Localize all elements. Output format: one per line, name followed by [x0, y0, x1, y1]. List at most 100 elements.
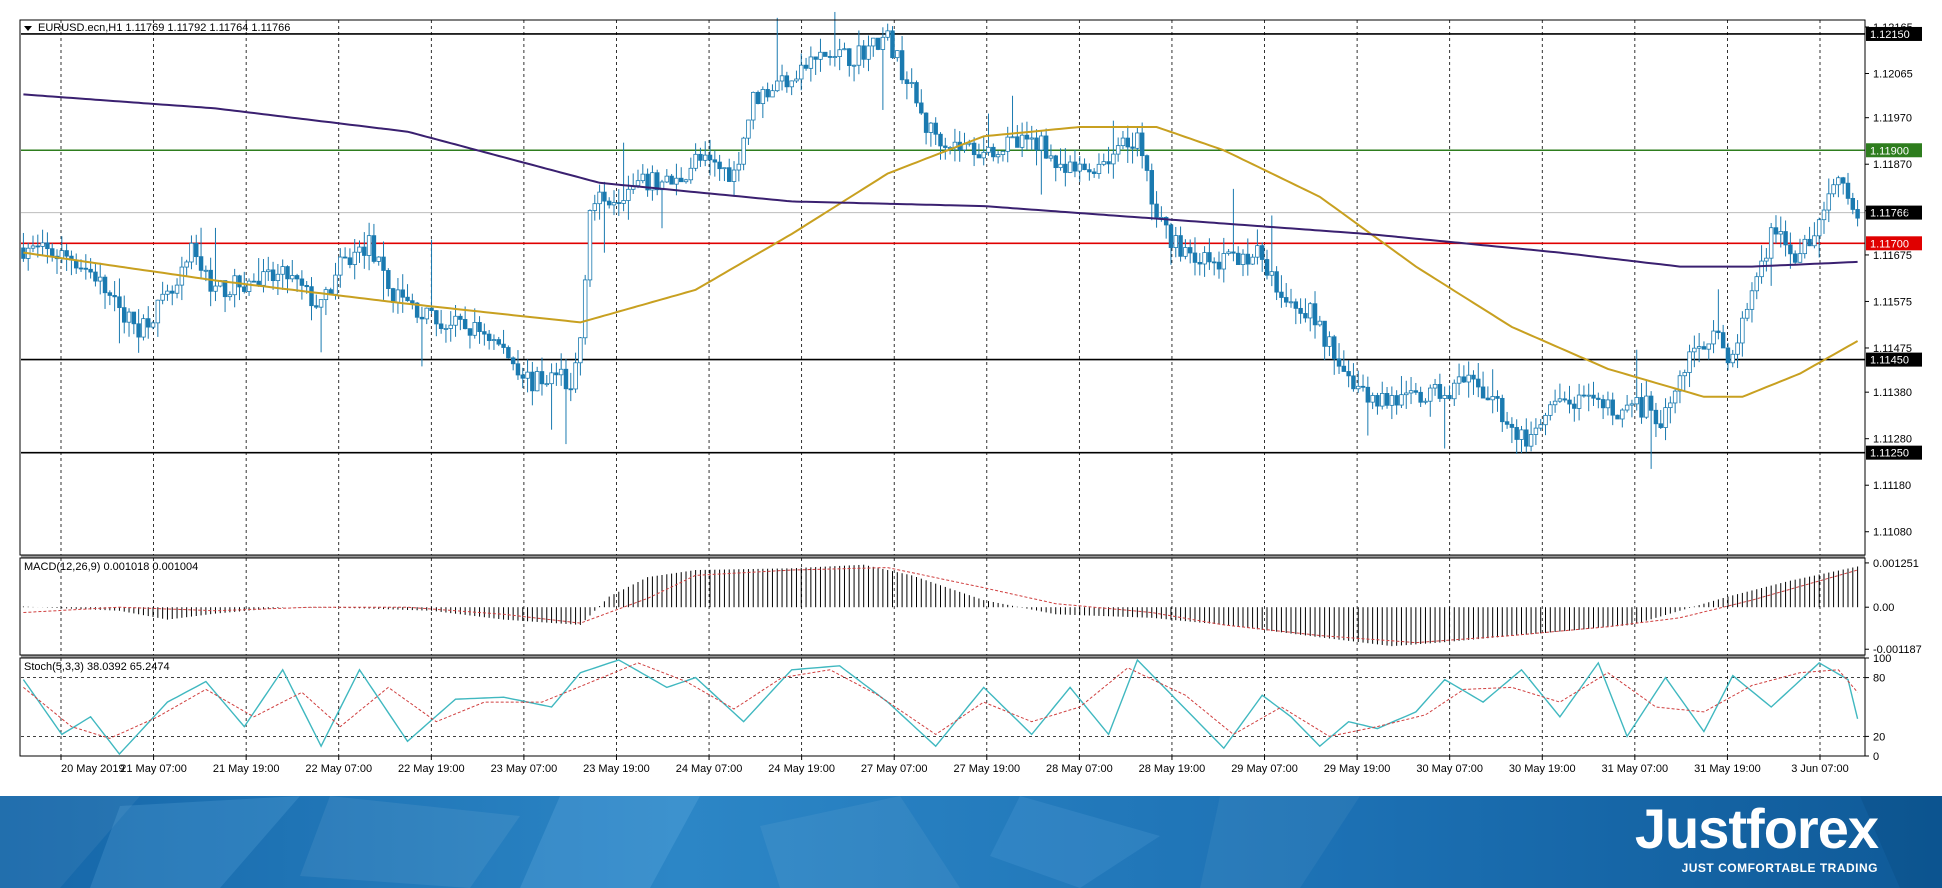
x-tick-label: 29 May 19:00	[1324, 763, 1391, 775]
candle-body	[727, 167, 732, 182]
candle-body	[141, 318, 146, 338]
x-tick-label: 28 May 07:00	[1046, 763, 1113, 775]
chart-canvas: 1.12150 1.11900 1.11700 1.11450 1.11250 1.117…	[19, 11, 1922, 775]
y-tick-label: 1.11870	[1873, 159, 1912, 171]
candle-body	[203, 269, 209, 272]
candle-body	[789, 80, 794, 88]
candle-body	[558, 368, 564, 376]
collapse-triangle-icon[interactable]	[24, 26, 32, 31]
y-tick-label: 0.001251	[1873, 558, 1919, 570]
candle-body	[78, 267, 84, 270]
candle-body	[1519, 429, 1524, 440]
candle-body	[1821, 209, 1827, 221]
candle-body	[1029, 137, 1034, 140]
candle-body	[1183, 247, 1188, 257]
macd-title: MACD(12,26,9) 0.001018 0.001004	[24, 561, 198, 573]
candle-body	[1639, 397, 1644, 418]
candle-body	[338, 256, 343, 276]
candle-body	[424, 307, 429, 320]
candle-body	[904, 79, 910, 85]
candle-body	[117, 296, 122, 309]
candle-body	[1442, 395, 1447, 399]
candle-body	[150, 322, 156, 328]
candle-body	[381, 256, 386, 271]
candle-body	[1706, 343, 1711, 350]
candle-body	[1634, 397, 1639, 405]
candle-body	[1437, 384, 1443, 399]
candle-body	[362, 246, 367, 256]
candle-body	[1480, 386, 1486, 399]
candle-body	[1528, 434, 1534, 447]
candle-body	[251, 280, 257, 283]
logo-tagline: JUST COMFORTABLE TRADING	[1681, 861, 1878, 875]
candle-body	[45, 242, 50, 250]
candle-body	[98, 276, 103, 282]
x-tick-label: 23 May 19:00	[583, 763, 650, 775]
candle-body	[1490, 396, 1495, 401]
candle-body	[30, 245, 36, 249]
candle-body	[1187, 247, 1193, 254]
candle-body	[453, 315, 458, 326]
candle-body	[1605, 399, 1611, 409]
candle-body	[755, 91, 761, 105]
candle-body	[875, 37, 881, 50]
candle-body	[462, 319, 468, 330]
candle-body	[1163, 216, 1169, 226]
candle-body	[304, 284, 309, 288]
candle-body	[1053, 155, 1058, 169]
level-label-bg	[1866, 352, 1922, 367]
candle-body	[261, 271, 266, 286]
x-tick-label: 31 May 19:00	[1694, 763, 1761, 775]
candle-body	[280, 266, 285, 275]
candle-body	[496, 339, 501, 345]
candle-body	[568, 388, 574, 391]
candle-body	[1557, 398, 1563, 402]
candle-body	[102, 276, 108, 294]
candle-body	[683, 179, 689, 183]
candle-body	[923, 112, 929, 133]
candle-body	[1644, 395, 1649, 418]
candle-body	[443, 328, 449, 330]
candle-body	[242, 286, 247, 292]
candle-body	[823, 51, 828, 57]
candle-body	[933, 122, 938, 135]
candle-body	[400, 289, 405, 298]
candle-body	[606, 200, 612, 206]
candle-body	[93, 271, 98, 282]
candle-body	[434, 310, 439, 325]
candle-body	[160, 293, 165, 301]
candle-body	[534, 371, 540, 392]
y-tick-label: 80	[1873, 673, 1885, 685]
candle-body	[664, 175, 670, 183]
candle-body	[1130, 146, 1135, 149]
justforex-logo[interactable]: Justforex JUST COMFORTABLE TRADING	[1635, 796, 1879, 875]
candle-body	[741, 137, 746, 165]
candle-body	[371, 235, 377, 262]
candle-body	[1668, 402, 1673, 409]
candle-body	[861, 45, 866, 60]
candle-body	[1106, 161, 1111, 165]
x-tick-label: 3 Jun 07:00	[1791, 763, 1849, 775]
candle-body	[1408, 390, 1414, 394]
candle-body	[1840, 177, 1846, 184]
candle-body	[832, 56, 838, 58]
candle-body	[1269, 271, 1275, 276]
candle-body	[616, 202, 622, 204]
candle-body	[1850, 197, 1856, 210]
horizontal-levels[interactable]: 1.12150 1.11900 1.11700 1.11450 1.11250 1.117…	[21, 26, 1922, 460]
candle-body	[1653, 409, 1659, 425]
candle-body	[1235, 252, 1241, 265]
candle-body	[1735, 342, 1740, 355]
x-tick-label: 31 May 07:00	[1602, 763, 1669, 775]
candle-body	[1202, 252, 1207, 265]
y-tick-label: 1.11575	[1873, 296, 1912, 308]
stochastic-panel-series	[21, 658, 1865, 756]
candle-body	[1087, 169, 1092, 173]
candle-body	[976, 154, 982, 159]
candle-body	[1725, 347, 1731, 364]
stoch-main-line	[22, 658, 1859, 756]
candle-body	[1356, 385, 1361, 390]
candle-body	[991, 146, 996, 158]
candle-body	[1447, 395, 1452, 400]
candle-body	[1576, 394, 1582, 409]
